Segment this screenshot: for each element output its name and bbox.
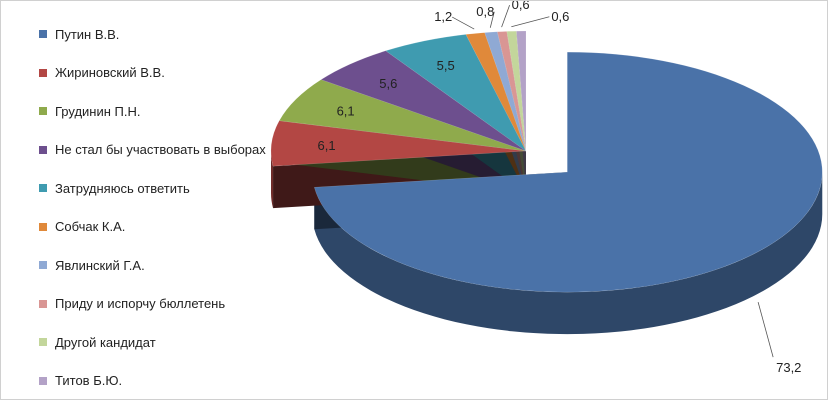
legend-label: Жириновский В.В. [55, 65, 165, 80]
pie-tops [270, 30, 823, 293]
label-leader [757, 302, 774, 358]
data-label: 0,8 [476, 4, 494, 19]
legend-label: Не стал бы участвовать в выборах [55, 142, 266, 157]
legend-swatch [39, 338, 47, 346]
legend-swatch [39, 261, 47, 269]
data-label: 73,2 [776, 360, 801, 375]
legend-item: Явлинский Г.А. [39, 256, 145, 274]
legend-label: Собчак К.А. [55, 219, 126, 234]
legend-label: Затрудняюсь ответить [55, 180, 190, 196]
legend-swatch [39, 107, 47, 115]
legend-item: Собчак К.А. [39, 218, 125, 236]
data-label: 6,1 [318, 138, 336, 153]
legend-item: Жириновский В.В. [39, 64, 165, 82]
pie-slice-wall [271, 151, 274, 209]
legend-label: Приду и испорчу бюллетень [55, 296, 226, 311]
legend-label: Другой кандидат [55, 334, 156, 350]
legend-item: Затрудняюсь ответить [39, 179, 190, 197]
legend-swatch [39, 145, 47, 154]
legend-label: Грудинин П.Н. [55, 103, 141, 119]
pie-slice [496, 31, 527, 152]
data-label: 0,6 [551, 9, 569, 24]
data-label: 6,1 [337, 104, 355, 119]
legend-swatch [39, 68, 47, 77]
legend-label: Путин В.В. [55, 26, 120, 42]
legend-item: Титов Б.Ю. [39, 372, 122, 390]
pie-slice-wall [314, 172, 823, 335]
label-leader [489, 11, 495, 28]
legend-label: Титов Б.Ю. [55, 373, 123, 388]
data-labels: 73,2 6,1 6,1 5,6 5,5 1,2 0,8 0,6 0,6 [318, 1, 802, 375]
label-leader [501, 5, 510, 28]
pie-slice [385, 34, 527, 152]
legend-swatch [39, 30, 47, 38]
legend-item: Приду и испорчу бюллетень [39, 295, 225, 313]
pie-slice [484, 31, 527, 152]
pie-slice [278, 79, 527, 152]
legend-item: Не стал бы участвовать в выборах [39, 141, 266, 159]
pie-slice [465, 32, 527, 152]
legend-item: Путин В.В. [39, 25, 119, 43]
data-label: 1,2 [434, 9, 452, 24]
legend-swatch [39, 376, 47, 385]
pie-slice [314, 51, 823, 293]
legend-item: Грудинин П.Н. [39, 102, 141, 120]
legend-label: Явлинский Г.А. [55, 257, 145, 273]
data-label: 5,5 [437, 58, 455, 73]
pie-slice [506, 30, 527, 152]
label-leader [452, 16, 475, 30]
legend-swatch [39, 299, 47, 308]
data-label: 5,6 [379, 76, 397, 91]
pie-slice [516, 30, 527, 152]
legend-swatch [39, 184, 47, 192]
pie-slice [320, 50, 527, 152]
legend-item: Другой кандидат [39, 333, 156, 351]
data-label: 0,6 [512, 1, 530, 12]
pie-slice [270, 120, 527, 167]
legend-swatch [39, 222, 47, 231]
label-leader [511, 16, 550, 28]
